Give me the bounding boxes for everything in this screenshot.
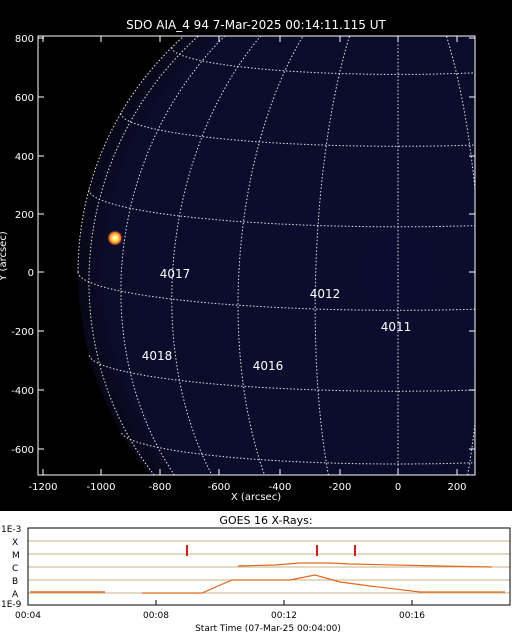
goes-class-a: A <box>12 590 19 600</box>
goes-plot-frame <box>27 527 511 606</box>
goes-time-tick: 00:16 <box>399 611 425 621</box>
grid-line <box>121 432 475 465</box>
goes-class-x: X <box>12 538 18 548</box>
goes-y-bottom-label: 1E-9 <box>1 600 22 610</box>
x-tick-label: -800 <box>149 482 172 493</box>
goes-time-tick: 00:12 <box>271 611 297 621</box>
y-tick-label: -600 <box>11 445 34 456</box>
goes-time-tick: 00:08 <box>143 611 169 621</box>
solar-disk <box>78 36 475 475</box>
goes-panel-background <box>0 511 512 640</box>
region-label-4018: 4018 <box>142 349 173 363</box>
goes-title: GOES 16 X-Rays: <box>219 514 312 527</box>
goes-x-axis-label: Start Time (07-Mar-25 00:04:00) <box>195 624 341 634</box>
x-tick-label: 0 <box>395 482 401 493</box>
plot-frame <box>37 35 476 476</box>
y-tick-label: -400 <box>11 386 34 397</box>
grid-line <box>77 36 185 273</box>
grid-line <box>238 0 512 16</box>
grid-line <box>171 47 475 75</box>
goes-xray-flux-high <box>237 562 493 568</box>
y-tick-label: 200 <box>15 210 34 221</box>
image-title: SDO AIA_4 94 7-Mar-2025 00:14:11.115 UT <box>126 18 386 32</box>
x-tick-label: -1200 <box>28 482 57 493</box>
region-label-4017: 4017 <box>160 267 191 281</box>
heliographic-grid <box>77 0 512 475</box>
axis-ticks <box>38 36 475 475</box>
region-label-4012: 4012 <box>310 287 341 301</box>
goes-class-c: C <box>12 564 18 574</box>
x-tick-label: -1000 <box>86 482 115 493</box>
x-tick-label: -200 <box>329 482 352 493</box>
goes-class-b: B <box>12 577 18 587</box>
goes-class-grid <box>28 540 510 594</box>
x-tick-label: -600 <box>208 482 231 493</box>
region-label-4016: 4016 <box>253 359 284 373</box>
grid-line <box>88 36 199 475</box>
y-tick-label: 600 <box>15 93 34 104</box>
goes-xray-flux-curve <box>30 574 505 594</box>
x-axis-label: X (arcsec) <box>231 492 281 503</box>
y-tick-label: 0 <box>28 268 34 279</box>
y-tick-label: 800 <box>15 34 34 45</box>
y-tick-label: 400 <box>15 152 34 163</box>
x-tick-label: 200 <box>447 482 466 493</box>
y-tick-label: -200 <box>11 327 34 338</box>
grid-line <box>77 271 475 311</box>
goes-y-top-label: 1E-3 <box>1 525 21 535</box>
grid-line <box>171 36 262 475</box>
goes-class-m: M <box>12 551 20 561</box>
grid-line <box>88 355 475 392</box>
region-label-4011: 4011 <box>381 320 412 334</box>
goes-time-ticks <box>27 600 413 605</box>
x-tick-label: -400 <box>269 482 292 493</box>
goes-time-tick: 00:04 <box>15 611 41 621</box>
flare-source <box>107 230 123 246</box>
grid-line <box>237 36 304 475</box>
y-axis-label: Y (arcsec) <box>0 231 9 282</box>
